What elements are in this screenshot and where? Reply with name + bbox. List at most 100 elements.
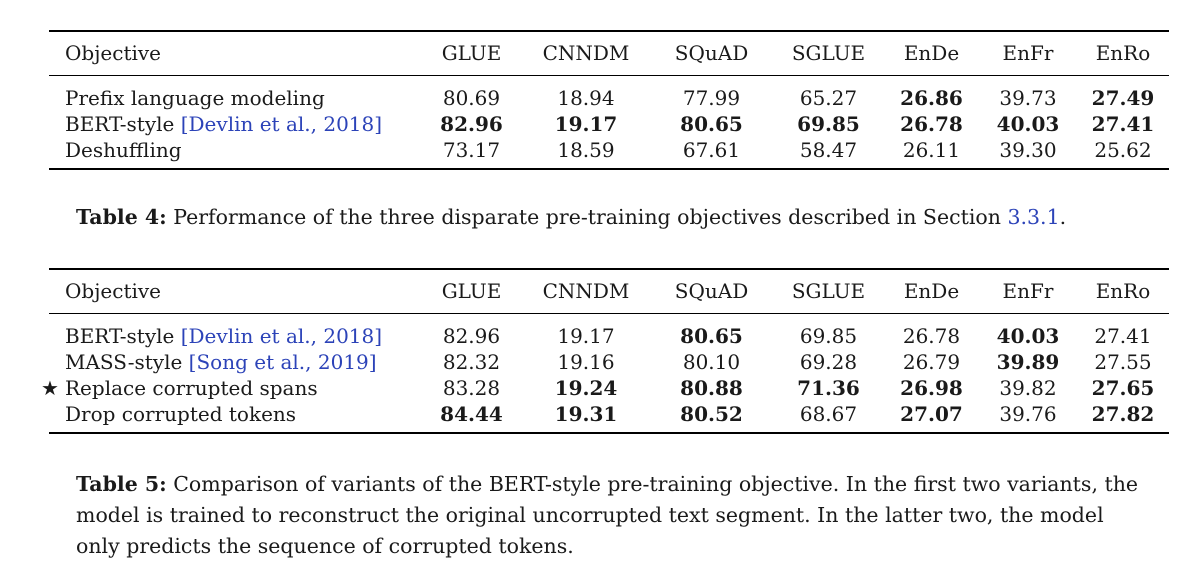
score-cell: 19.16 [557, 350, 615, 374]
column-header: SQuAD [650, 30, 773, 76]
table-row: MASS-style [Song et al., 2019] 82.32 19.16… [49, 349, 1169, 375]
objective-cell: Prefix language modeling [49, 76, 421, 112]
caption-end: . [1059, 205, 1067, 229]
objective-name: BERT-style [65, 112, 175, 136]
column-header: EnRo [1077, 30, 1169, 76]
score-cell: 39.73 [999, 86, 1057, 110]
objective-name: Deshuffling [65, 138, 182, 162]
table-row: Deshuffling 73.17 18.59 67.61 58.47 26.11 39.3… [49, 137, 1169, 170]
citation-link[interactable]: [Song et al., 2019] [188, 350, 377, 374]
column-header: EnDe [884, 30, 979, 76]
score-cell: 58.47 [773, 137, 884, 170]
table-4: Objective GLUE CNNDM SQuAD SGLUE EnDe En… [49, 30, 1169, 170]
score-cell: 19.17 [554, 112, 618, 136]
header-row: Objective GLUE CNNDM SQuAD SGLUE EnDe En… [49, 268, 1169, 314]
score-cell: 40.03 [996, 112, 1060, 136]
score-cell: 25.62 [1077, 137, 1169, 170]
table-5-body: BERT-style [Devlin et al., 2018] 82.96 19.… [41, 314, 1169, 434]
column-header: Objective [49, 268, 421, 314]
score-cell: 84.44 [421, 401, 522, 434]
score-cell: 80.69 [442, 86, 501, 110]
score-cell: 69.28 [799, 350, 858, 374]
score-cell: 27.82 [1077, 401, 1169, 434]
score-cell: 18.59 [522, 137, 650, 170]
table-row: BERT-style [Devlin et al., 2018] 82.96 19.… [49, 314, 1169, 350]
score-cell: 82.96 [440, 112, 503, 136]
column-header: GLUE [421, 30, 522, 76]
score-cell: 40.03 [996, 324, 1060, 348]
objective-name: BERT-style [65, 324, 175, 348]
score-cell: 80.52 [650, 401, 773, 434]
score-cell: 19.17 [557, 324, 615, 348]
column-header: SGLUE [773, 30, 884, 76]
score-cell: 80.65 [680, 112, 743, 136]
objective-cell: BERT-style [Devlin et al., 2018] [49, 111, 421, 137]
score-cell: 26.11 [884, 137, 979, 170]
objective-cell: Deshuffling [49, 137, 421, 170]
score-cell: 83.28 [442, 376, 501, 400]
score-cell: 65.27 [799, 86, 858, 110]
header-row: Objective GLUE CNNDM SQuAD SGLUE EnDe En… [49, 30, 1169, 76]
score-cell: 80.65 [680, 324, 743, 348]
citation-link[interactable]: [Devlin et al., 2018] [180, 112, 383, 136]
table-5-header: Objective GLUE CNNDM SQuAD SGLUE EnDe En… [49, 268, 1169, 314]
score-cell: 26.86 [900, 86, 963, 110]
table-row: ★ Replace corrupted spans 83.28 19.24 80.88 7… [41, 375, 1169, 401]
table-row: Drop corrupted tokens 84.44 19.31 80.52 68.6… [49, 401, 1169, 434]
score-cell: 27.41 [1094, 324, 1152, 348]
score-cell: 18.94 [557, 86, 615, 110]
score-cell: 77.99 [682, 86, 741, 110]
table-5: Objective GLUE CNNDM SQuAD SGLUE EnDe En… [41, 268, 1169, 434]
column-header: Objective [49, 30, 421, 76]
score-cell: 39.30 [979, 137, 1077, 170]
objective-name: MASS-style [65, 350, 183, 374]
score-cell: 19.24 [554, 376, 618, 400]
table-4-header: Objective GLUE CNNDM SQuAD SGLUE EnDe En… [49, 30, 1169, 76]
score-cell: 27.49 [1091, 86, 1155, 110]
caption-text: Performance of the three disparate pre-t… [166, 205, 1008, 229]
star-icon: ★ [41, 376, 59, 400]
score-cell: 27.07 [884, 401, 979, 434]
score-cell: 71.36 [797, 376, 860, 400]
column-header: EnDe [884, 268, 979, 314]
score-cell: 39.76 [979, 401, 1077, 434]
objective-cell: MASS-style [Song et al., 2019] [49, 349, 421, 375]
caption-label: Table 4: [76, 205, 167, 229]
score-cell: 26.78 [900, 112, 963, 136]
score-cell: 82.32 [442, 350, 501, 374]
score-cell: 27.55 [1094, 350, 1152, 374]
score-cell: 80.88 [680, 376, 743, 400]
column-header: EnFr [979, 30, 1077, 76]
score-cell: 73.17 [421, 137, 522, 170]
table-4-body: Prefix language modeling 80.69 18.94 77.99 6… [49, 76, 1169, 170]
score-cell: 27.41 [1091, 112, 1155, 136]
table-row: Prefix language modeling 80.69 18.94 77.99 6… [49, 76, 1169, 112]
score-cell: 39.89 [996, 350, 1060, 374]
objective-name: Prefix language modeling [65, 86, 325, 110]
column-header: SQuAD [650, 268, 773, 314]
objective-name: Drop corrupted tokens [65, 402, 297, 426]
score-cell: 39.82 [999, 376, 1057, 400]
table-4-caption: Table 4: Performance of the three dispar… [76, 202, 1146, 233]
score-cell: 69.85 [797, 112, 860, 136]
objective-cell: BERT-style [Devlin et al., 2018] [49, 314, 421, 350]
score-cell: 26.98 [900, 376, 963, 400]
column-header: CNNDM [522, 268, 650, 314]
caption-text: Comparison of variants of the BERT-style… [76, 472, 1139, 558]
score-cell: 68.67 [773, 401, 884, 434]
score-cell: 27.65 [1091, 376, 1155, 400]
objective-cell: ★ Replace corrupted spans [41, 375, 421, 401]
table-5-caption: Table 5: Comparison of variants of the B… [76, 469, 1146, 562]
score-cell: 26.78 [902, 324, 961, 348]
column-header: EnFr [979, 268, 1077, 314]
citation-link[interactable]: [Devlin et al., 2018] [180, 324, 383, 348]
caption-label: Table 5: [76, 472, 167, 496]
column-header: EnRo [1077, 268, 1169, 314]
column-header: CNNDM [522, 30, 650, 76]
score-cell: 26.79 [902, 350, 961, 374]
score-cell: 67.61 [650, 137, 773, 170]
column-header: SGLUE [773, 268, 884, 314]
table-row: BERT-style [Devlin et al., 2018] 82.96 19.… [49, 111, 1169, 137]
section-reference-link[interactable]: 3.3.1 [1007, 205, 1060, 229]
objective-name: Replace corrupted spans [65, 376, 318, 400]
